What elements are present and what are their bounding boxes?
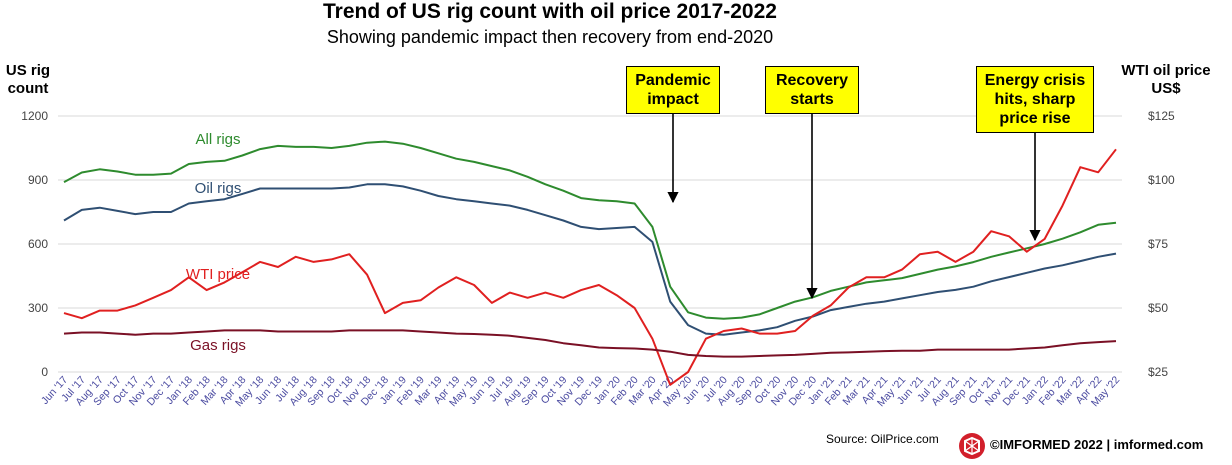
- series-line-oil-rigs: [63, 183, 1117, 336]
- right-axis-title: WTI oil price US$: [1110, 62, 1222, 98]
- left-axis-title: US rig count: [2, 62, 54, 98]
- left-tick-label: 900: [28, 173, 48, 187]
- series-label-wti-price: WTI price: [186, 266, 250, 283]
- annotation-line: Recovery: [775, 72, 849, 89]
- annotation-line: starts: [790, 91, 834, 108]
- annotation-line: hits, sharp: [994, 91, 1076, 108]
- series-label-all-rigs: All rigs: [195, 131, 240, 148]
- series-line-gas-rigs: [63, 329, 1117, 358]
- chart-subtitle: Showing pandemic impact then recovery fr…: [326, 27, 774, 47]
- annotation-line: price rise: [999, 110, 1071, 127]
- right-tick-label: $125: [1148, 109, 1175, 123]
- annotation-line: Pandemic: [635, 72, 711, 89]
- annotation-pandemic-impact: Pandemic impact: [626, 66, 720, 114]
- right-tick-label: $75: [1148, 237, 1168, 251]
- series-label-gas-rigs: Gas rigs: [190, 337, 246, 354]
- right-axis-title-line1: WTI oil price: [1121, 62, 1211, 79]
- right-tick-label: $50: [1148, 301, 1168, 315]
- annotation-energy-crisis: Energy crisis hits, sharp price rise: [976, 66, 1094, 133]
- brand-text: ©IMFORMED 2022 | imformed.com: [990, 437, 1204, 452]
- imformed-logo-icon: [958, 432, 986, 465]
- left-tick-label: 1200: [21, 109, 48, 123]
- right-axis-title-line2: US$: [1151, 80, 1181, 97]
- left-axis-title-line2: count: [7, 80, 49, 97]
- chart-title: Trend of US rig count with oil price 201…: [323, 0, 777, 23]
- annotation-line: Energy crisis: [984, 72, 1086, 89]
- source-note: Source: OilPrice.com: [826, 432, 939, 446]
- right-tick-label: $25: [1148, 365, 1168, 379]
- left-tick-label: 600: [28, 237, 48, 251]
- left-tick-label: 0: [41, 365, 48, 379]
- annotation-line: impact: [647, 91, 699, 108]
- series-line-wti-price: [63, 148, 1117, 386]
- left-axis-title-line1: US rig: [5, 62, 51, 79]
- series-line-all-rigs: [63, 140, 1117, 320]
- left-tick-label: 300: [28, 301, 48, 315]
- series-label-oil-rigs: Oil rigs: [195, 180, 242, 197]
- right-tick-label: $100: [1148, 173, 1175, 187]
- annotation-recovery-starts: Recovery starts: [765, 66, 859, 114]
